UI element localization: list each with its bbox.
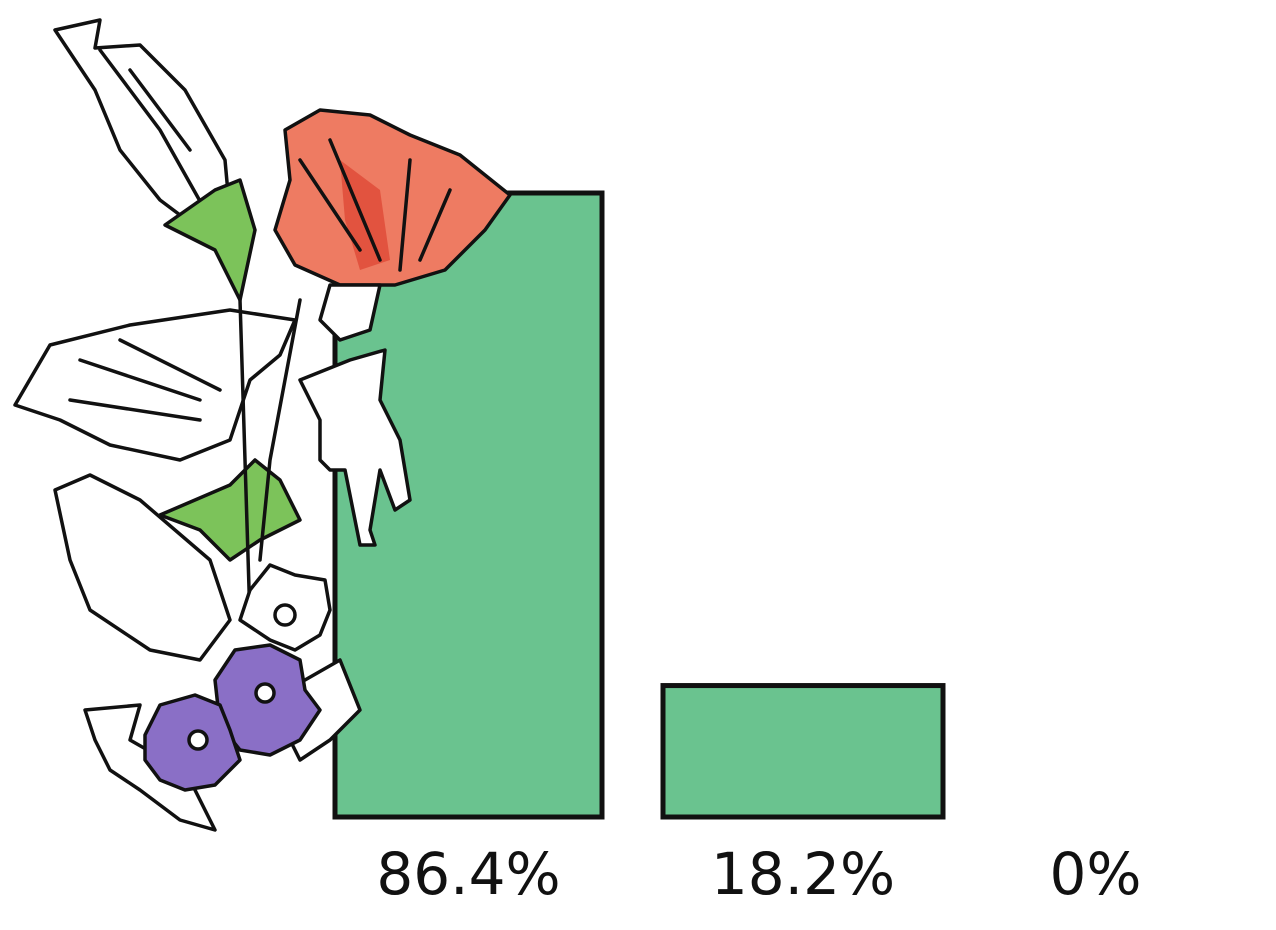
value-label: 86.4% — [376, 840, 560, 908]
value-label: 0% — [1049, 840, 1141, 908]
flower-illustration — [13, 18, 512, 832]
bars — [332, 190, 946, 820]
bar — [660, 683, 946, 820]
bar — [332, 190, 605, 820]
value-label: 18.2% — [711, 840, 895, 908]
